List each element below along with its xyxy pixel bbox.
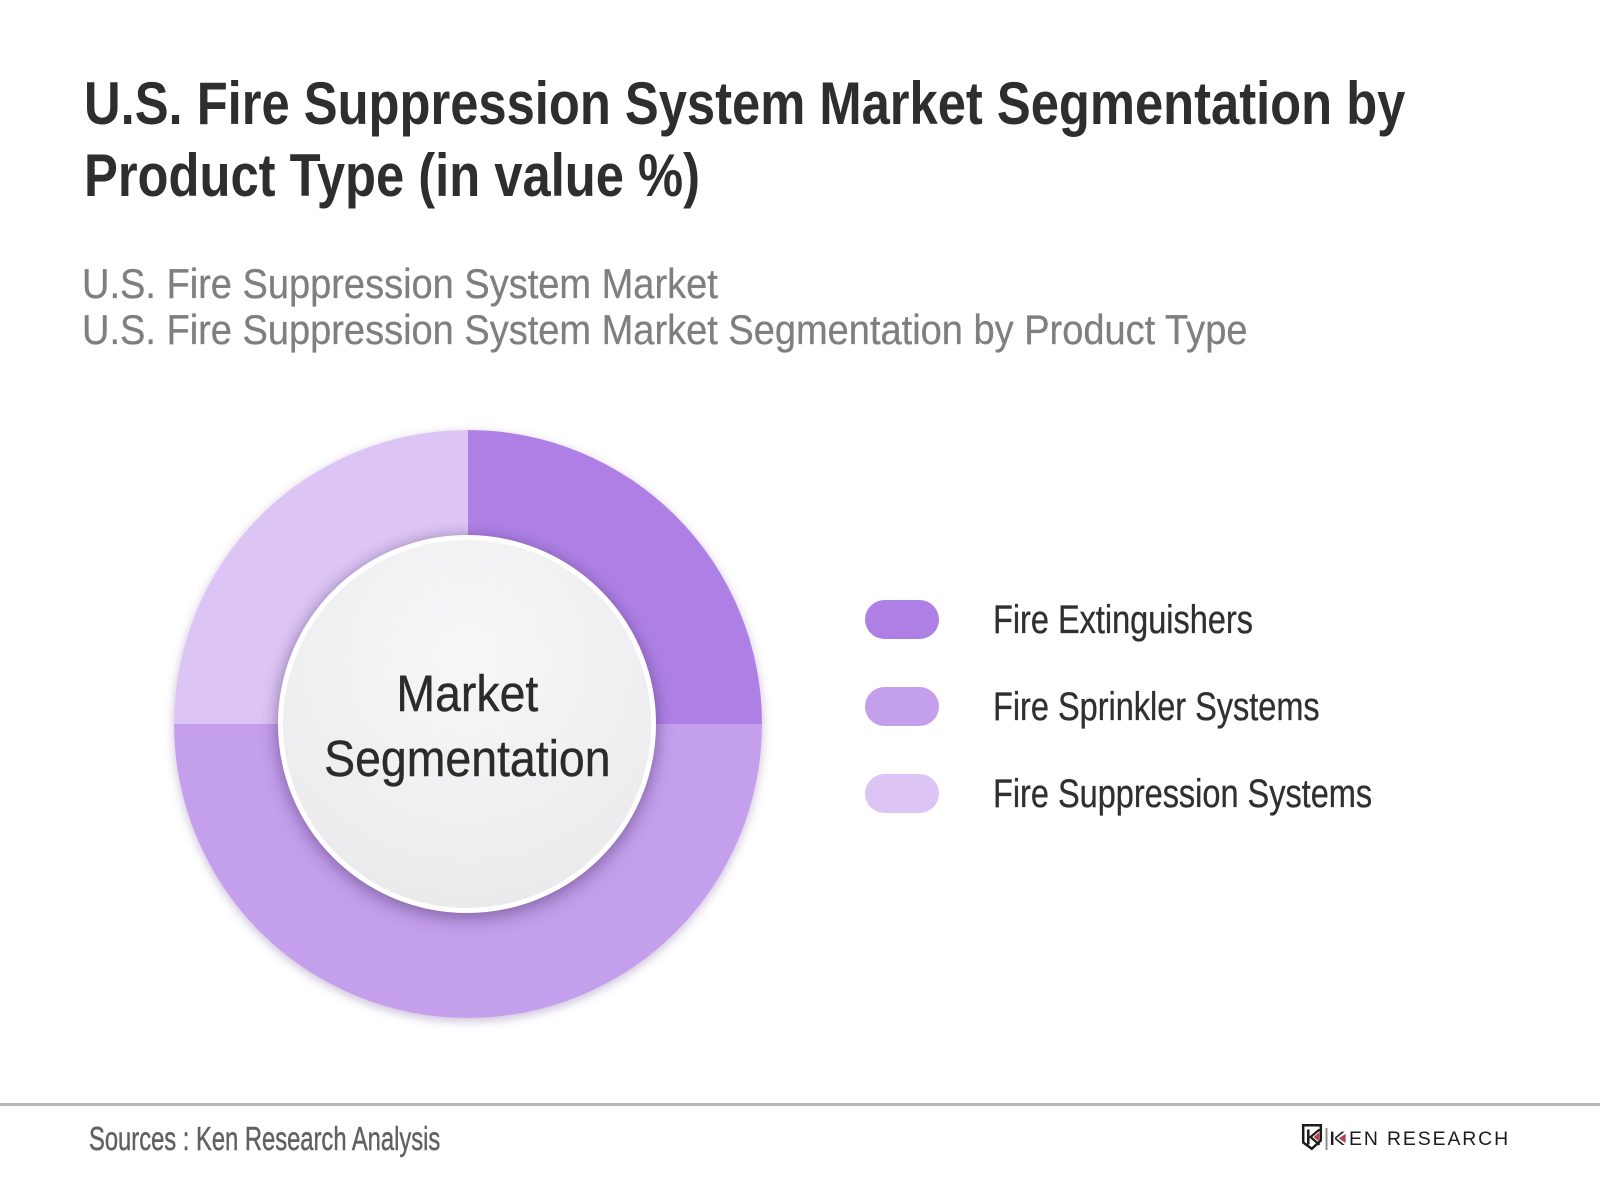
- svg-text:EN RESEARCH: EN RESEARCH: [1349, 1128, 1510, 1150]
